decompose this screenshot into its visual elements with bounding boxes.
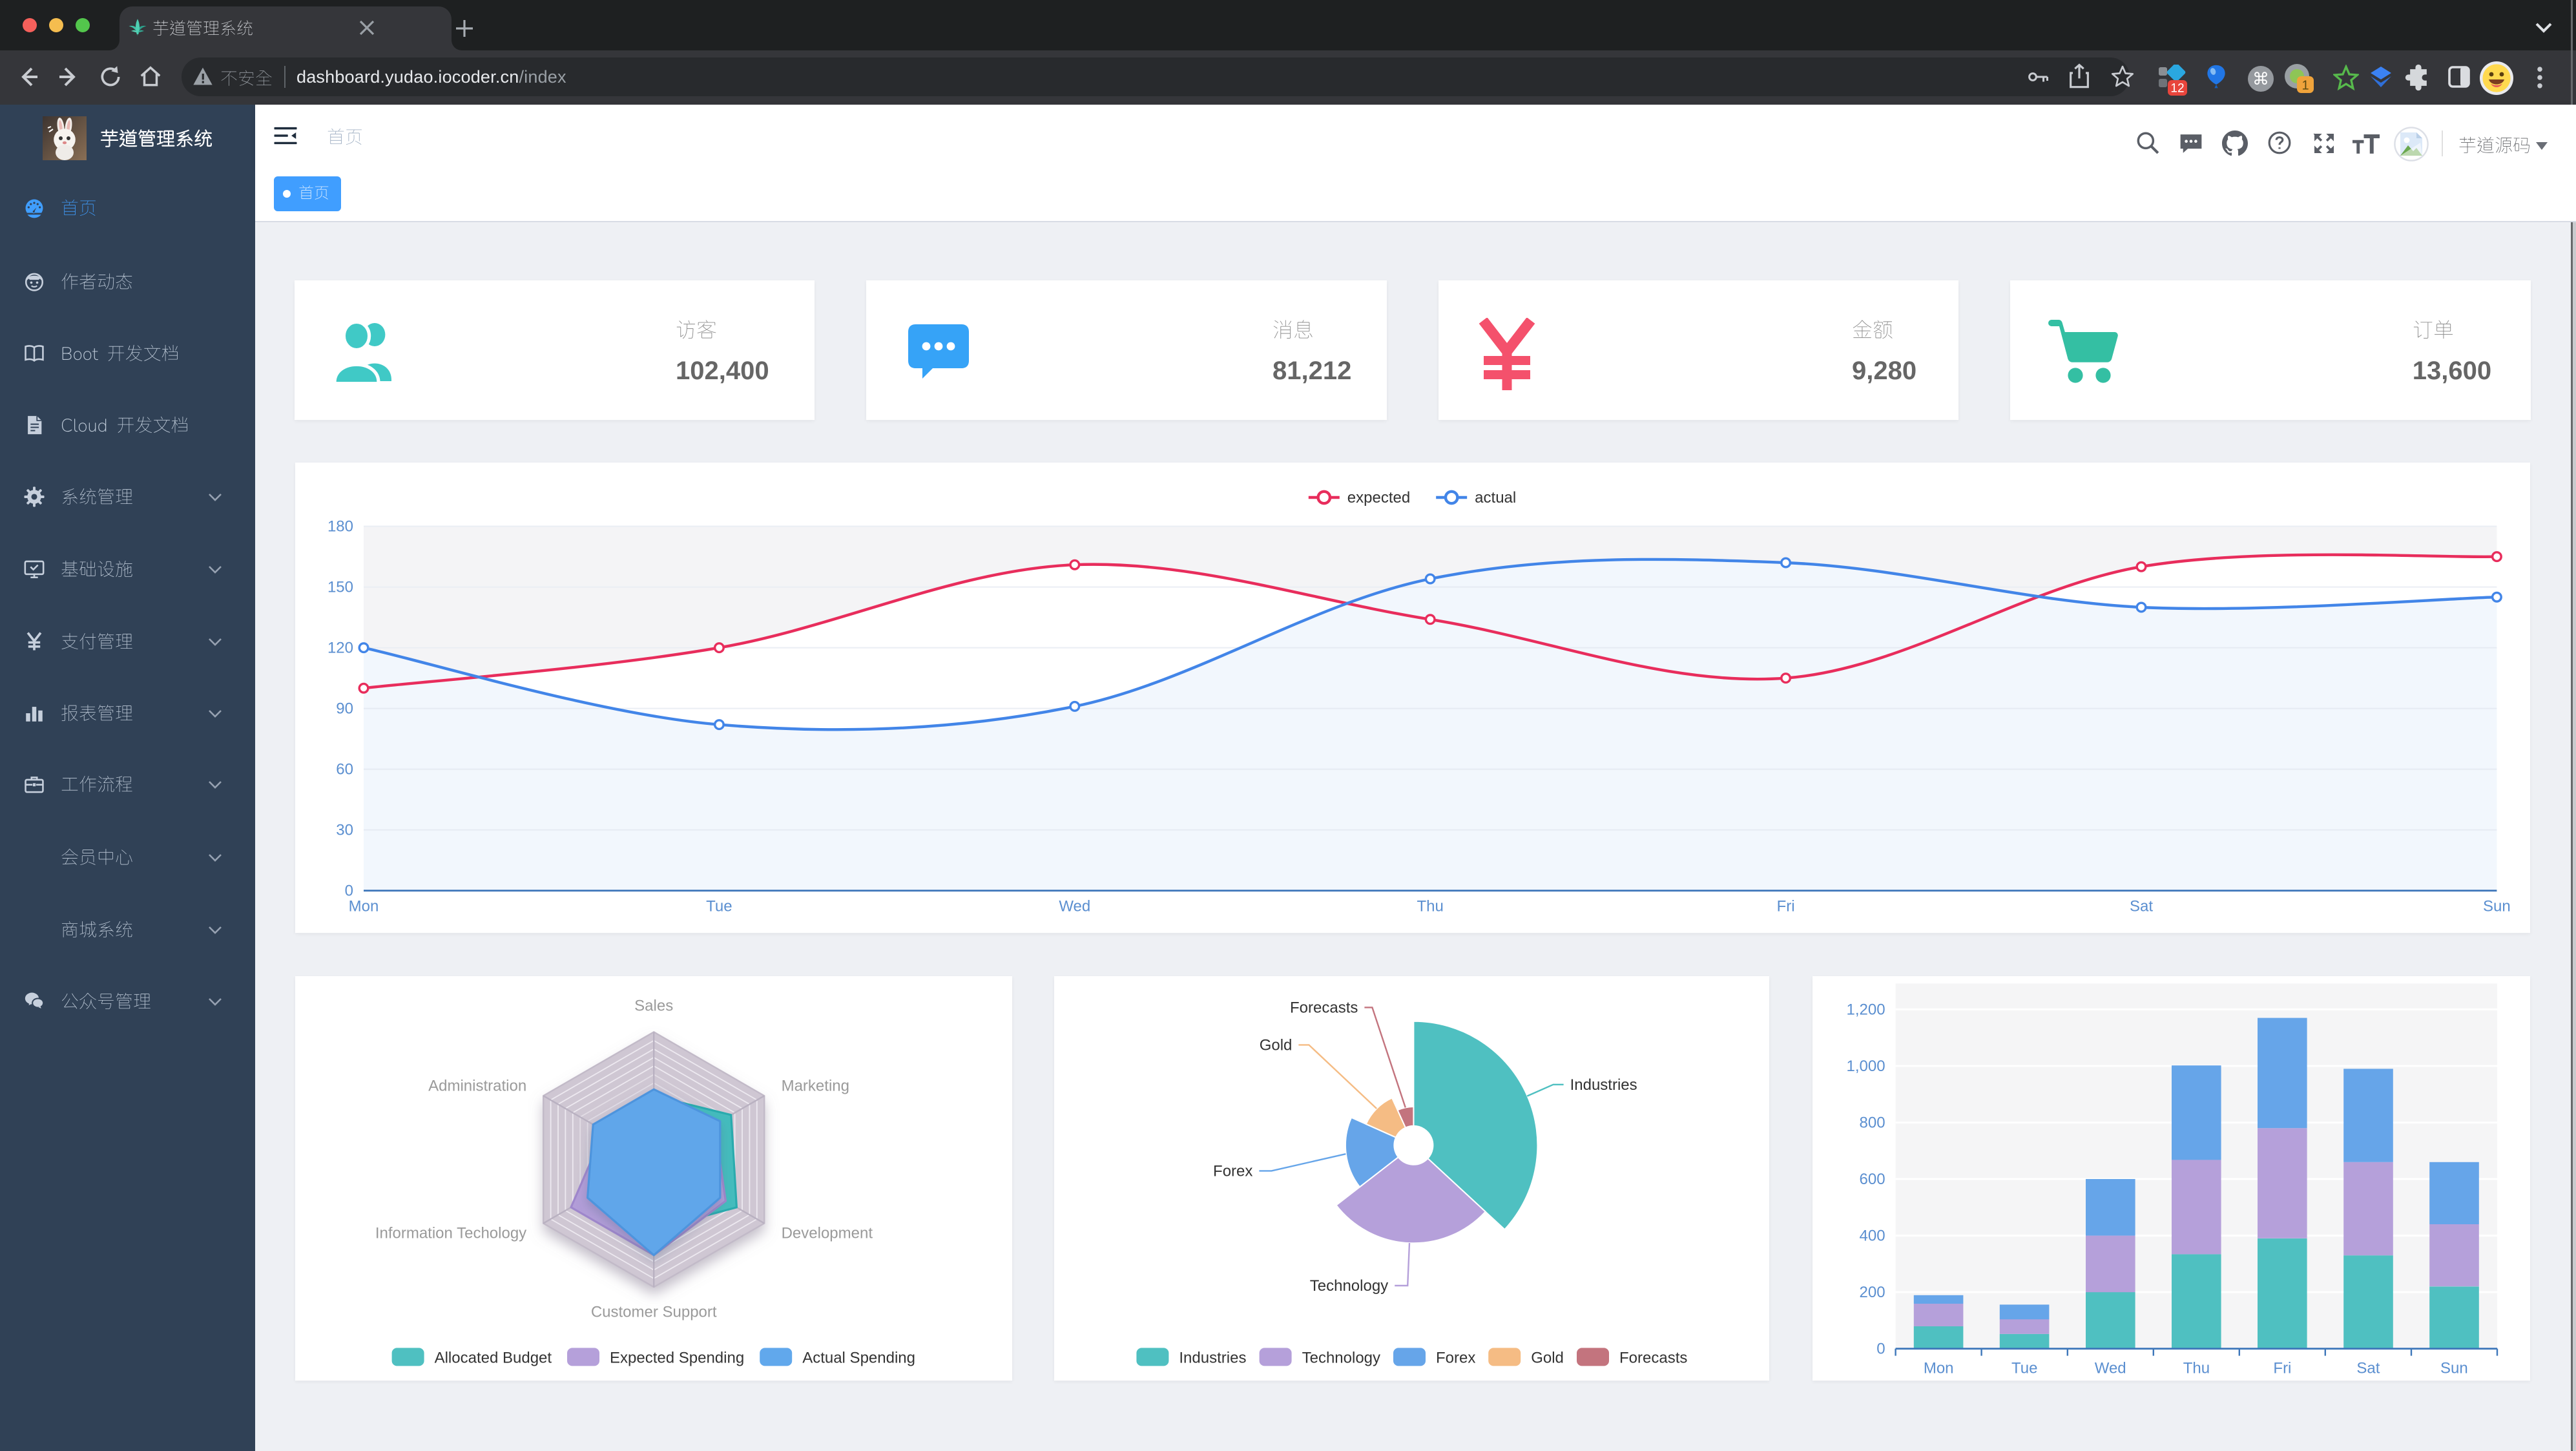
svg-text:Sun: Sun <box>2483 898 2511 915</box>
svg-text:Industries: Industries <box>1179 1349 1246 1366</box>
svg-text:Actual Spending: Actual Spending <box>803 1349 916 1366</box>
svg-text:Thu: Thu <box>2183 1359 2210 1377</box>
svg-text:Fri: Fri <box>1777 898 1795 915</box>
svg-text:Allocated Budget: Allocated Budget <box>435 1349 552 1366</box>
svg-text:Customer Support: Customer Support <box>591 1303 717 1321</box>
svg-text:Sales: Sales <box>635 997 674 1014</box>
svg-text:120: 120 <box>327 640 353 657</box>
svg-text:⌘: ⌘ <box>2252 69 2269 89</box>
svg-text:Tue: Tue <box>2011 1359 2037 1377</box>
svg-text:Mon: Mon <box>1924 1359 1954 1377</box>
svg-text:Information Techology: Information Techology <box>375 1224 526 1242</box>
svg-text:Administration: Administration <box>429 1077 527 1094</box>
svg-text:Gold: Gold <box>1531 1349 1564 1366</box>
svg-text:0: 0 <box>345 882 353 900</box>
svg-text:Wed: Wed <box>1059 898 1091 915</box>
svg-text:600: 600 <box>1860 1171 1885 1188</box>
svg-text:actual: actual <box>1475 489 1517 506</box>
svg-text:expected: expected <box>1347 489 1410 506</box>
svg-text:Development: Development <box>782 1224 873 1242</box>
svg-text:800: 800 <box>1860 1114 1885 1131</box>
svg-text:Sat: Sat <box>2356 1359 2380 1377</box>
svg-text:90: 90 <box>337 700 354 718</box>
svg-text:Technology: Technology <box>1302 1349 1380 1366</box>
svg-text:1,000: 1,000 <box>1847 1058 1885 1075</box>
svg-text:Sat: Sat <box>2130 898 2153 915</box>
svg-text:Forex: Forex <box>1436 1349 1475 1366</box>
svg-text:60: 60 <box>337 761 354 778</box>
svg-text:Expected Spending: Expected Spending <box>610 1349 744 1366</box>
svg-text:200: 200 <box>1860 1284 1885 1301</box>
svg-text:12: 12 <box>2170 82 2184 96</box>
svg-text:180: 180 <box>327 518 353 536</box>
svg-text:30: 30 <box>337 822 354 839</box>
svg-text:Industries: Industries <box>1570 1076 1637 1093</box>
svg-text:Tue: Tue <box>707 898 732 915</box>
svg-text:400: 400 <box>1860 1227 1885 1244</box>
svg-text:Thu: Thu <box>1417 898 1444 915</box>
svg-text:150: 150 <box>327 579 353 596</box>
svg-text:Forecasts: Forecasts <box>1290 999 1358 1016</box>
svg-text:Technology: Technology <box>1309 1277 1387 1295</box>
svg-text:Forex: Forex <box>1213 1162 1252 1180</box>
svg-text:1: 1 <box>2301 79 2309 93</box>
svg-text:Gold: Gold <box>1259 1036 1292 1054</box>
svg-text:Marketing: Marketing <box>782 1077 849 1094</box>
svg-text:Fri: Fri <box>2273 1359 2291 1377</box>
svg-text:Sun: Sun <box>2440 1359 2468 1377</box>
svg-text:Mon: Mon <box>349 898 379 915</box>
svg-text:0: 0 <box>1876 1340 1885 1357</box>
svg-text:Forecasts: Forecasts <box>1619 1349 1687 1366</box>
svg-text:Wed: Wed <box>2095 1359 2126 1377</box>
svg-text:1,200: 1,200 <box>1847 1001 1885 1018</box>
